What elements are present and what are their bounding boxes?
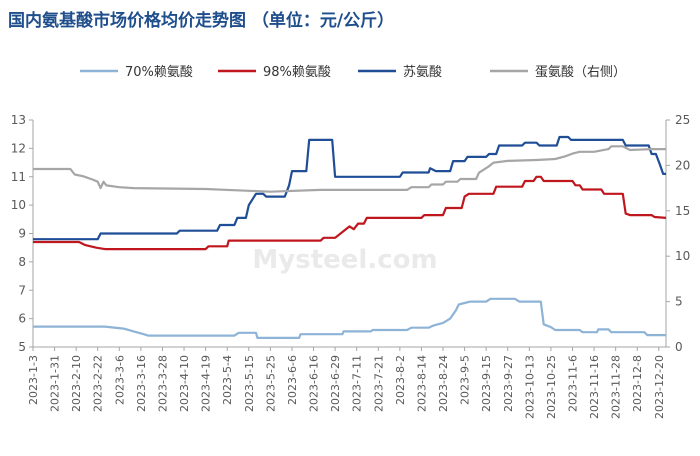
y-right-tick-label: 0 (675, 340, 683, 354)
x-tick-label: 2023-3-28 (156, 355, 169, 412)
x-tick-label: 2023-8-24 (437, 355, 450, 412)
x-tick-label: 2023-9-27 (502, 355, 515, 412)
y-left-tick-label: 12 (11, 141, 26, 155)
x-tick-label: 2023-4-10 (178, 355, 191, 412)
x-tick-label: 2023-11-6 (566, 355, 579, 412)
x-tick-label: 2023-7-21 (372, 355, 385, 412)
chart-title: 国内氨基酸市场价格均价走势图 （单位：元/公斤） (8, 10, 394, 31)
y-right-tick-label: 5 (675, 295, 683, 309)
x-tick-label: 2023-11-28 (610, 355, 623, 419)
x-tick-label: 2023-5-25 (264, 355, 277, 412)
x-tick-label: 2023-6-6 (286, 355, 299, 405)
legend-label: 70%赖氨酸 (125, 65, 193, 80)
y-left-tick-label: 7 (18, 283, 26, 297)
x-tick-label: 2023-6-16 (308, 355, 321, 412)
x-tick-label: 2023-6-29 (329, 355, 342, 412)
x-tick-label: 2023-10-25 (545, 355, 558, 419)
y-right-tick-label: 25 (675, 113, 690, 127)
x-tick-label: 2023-3-16 (135, 355, 148, 412)
legend-label: 98%赖氨酸 (263, 65, 331, 80)
legend-label: 苏氨酸 (403, 64, 442, 80)
y-left-tick-label: 9 (18, 227, 26, 241)
x-tick-label: 2023-4-19 (200, 355, 213, 412)
x-tick-label: 2023-9-15 (480, 355, 493, 412)
x-tick-label: 2023-10-13 (523, 355, 536, 419)
series-line (33, 297, 666, 339)
x-tick-label: 2023-5-4 (221, 355, 234, 405)
series-line (33, 135, 666, 241)
x-tick-label: 2023-1-3 (27, 355, 40, 405)
series-lines (33, 135, 667, 339)
x-tick-label: 2023-7-11 (351, 355, 364, 412)
x-tick-label: 2023-8-14 (415, 355, 428, 412)
y-left-tick-label: 11 (11, 170, 26, 184)
x-tick-label: 2023-2-22 (92, 355, 105, 412)
y-left-tick-label: 10 (11, 198, 26, 212)
y-right-tick-label: 10 (675, 249, 690, 263)
y-left-tick-label: 5 (18, 340, 26, 354)
watermark-text: Mysteel.com (252, 245, 437, 275)
x-tick-label: 2023-12-20 (653, 355, 666, 419)
y-right-tick-label: 20 (675, 158, 690, 172)
x-tick-label: 2023-12-8 (631, 355, 644, 412)
legend: 70%赖氨酸 98%赖氨酸 苏氨酸 蛋氨酸（右侧） (80, 64, 626, 80)
axes: 5 6 7 8 9 10 11 12 13 0 5 10 15 20 25 2023-1-3 2023-1-31… (11, 113, 691, 419)
x-tick-label: 2023-11-16 (588, 355, 601, 419)
x-tick-label: 2023-3-6 (113, 355, 126, 405)
legend-label: 蛋氨酸（右侧） (535, 65, 626, 80)
series-line (33, 175, 667, 251)
x-tick-label: 2023-1-31 (49, 355, 62, 412)
x-tick-label: 2023-5-15 (243, 355, 256, 412)
y-left-tick-label: 6 (18, 312, 26, 326)
x-tick-label: 2023-2-10 (70, 355, 83, 412)
y-left-tick-label: 13 (11, 113, 26, 127)
x-tick-label: 2023-9-5 (459, 355, 472, 405)
x-tick-label: 2023-8-2 (394, 355, 407, 405)
series-line (33, 145, 666, 193)
y-right-tick-label: 15 (675, 204, 690, 218)
y-left-tick-label: 8 (18, 255, 26, 269)
